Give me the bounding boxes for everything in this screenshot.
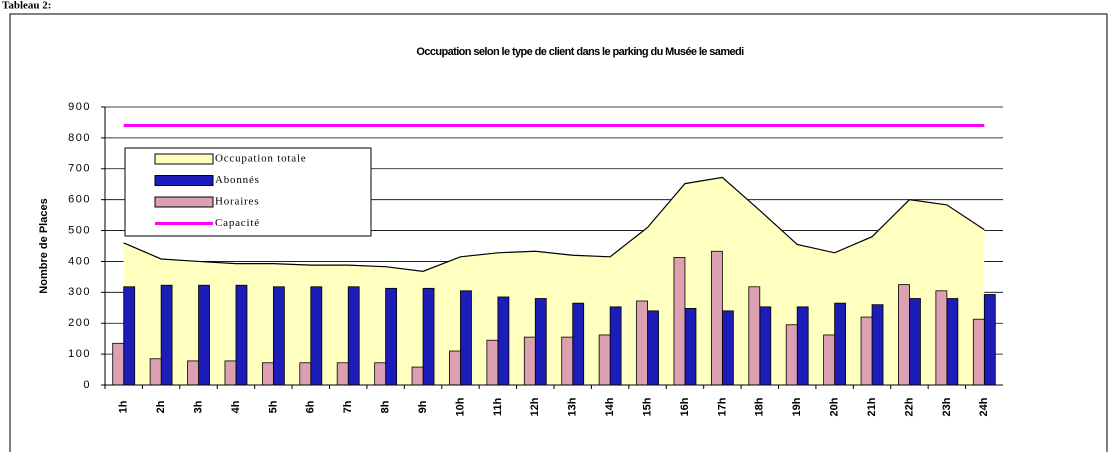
bar bbox=[673, 257, 686, 386]
bar bbox=[347, 286, 360, 386]
x-tick-label: 24h bbox=[978, 397, 990, 416]
bar bbox=[149, 358, 162, 386]
bar bbox=[823, 334, 836, 386]
chart-title: Occupation selon le type de client dans … bbox=[416, 46, 744, 58]
bar bbox=[983, 294, 996, 386]
y-tick-label: 0 bbox=[83, 379, 91, 391]
x-tick-label: 23h bbox=[941, 397, 953, 416]
legend-label: Capacité bbox=[215, 217, 260, 229]
bar bbox=[310, 286, 323, 386]
x-tick-label: 19h bbox=[791, 397, 803, 416]
y-tick-label: 200 bbox=[68, 317, 91, 329]
legend-swatch bbox=[154, 196, 214, 208]
x-tick-label: 9h bbox=[417, 400, 429, 413]
bar bbox=[497, 296, 510, 386]
x-tick-label: 18h bbox=[754, 397, 766, 416]
bar bbox=[561, 336, 574, 386]
bar bbox=[449, 350, 461, 386]
x-tick-label: 14h bbox=[604, 397, 616, 416]
x-tick-label: 7h bbox=[342, 400, 354, 413]
bar bbox=[871, 304, 884, 386]
x-tick-label: 15h bbox=[641, 397, 653, 416]
x-tick-label: 21h bbox=[866, 397, 878, 416]
bar bbox=[187, 360, 199, 386]
bar bbox=[759, 306, 772, 386]
bar bbox=[785, 324, 798, 386]
x-tick-label: 17h bbox=[716, 397, 728, 416]
x-tick-label: 5h bbox=[267, 400, 279, 413]
bar bbox=[336, 362, 349, 386]
bar bbox=[972, 318, 985, 386]
x-tick-label: 11h bbox=[492, 398, 504, 417]
x-tick-label: 2h bbox=[155, 400, 167, 413]
bar bbox=[636, 300, 648, 386]
bar bbox=[374, 362, 387, 386]
bar bbox=[224, 360, 237, 386]
bar bbox=[946, 298, 959, 386]
y-tick-label: 800 bbox=[68, 132, 91, 144]
legend-swatch bbox=[154, 153, 214, 165]
x-tick-label: 6h bbox=[305, 400, 317, 413]
x-tick-label: 8h bbox=[380, 400, 392, 413]
bar bbox=[123, 286, 136, 386]
bar bbox=[411, 366, 424, 386]
x-tick-label: 4h bbox=[230, 400, 242, 413]
bar bbox=[299, 362, 312, 386]
bar bbox=[534, 298, 547, 386]
bar bbox=[112, 342, 125, 386]
bar bbox=[909, 298, 921, 386]
bar bbox=[572, 302, 585, 386]
y-tick-label: 300 bbox=[68, 286, 91, 298]
bar bbox=[422, 287, 435, 386]
y-tick-label: 700 bbox=[68, 163, 91, 175]
bar bbox=[748, 286, 761, 386]
bar bbox=[710, 250, 723, 386]
bar bbox=[261, 362, 274, 386]
bar bbox=[460, 290, 472, 386]
y-tick-label: 600 bbox=[68, 194, 91, 206]
x-tick-label: 10h bbox=[454, 397, 466, 416]
bar bbox=[898, 284, 910, 386]
y-axis-label: Nombre de Places bbox=[38, 198, 50, 293]
y-tick-label: 100 bbox=[68, 348, 91, 360]
bar bbox=[598, 334, 611, 386]
bar bbox=[160, 284, 173, 386]
x-tick-label: 13h bbox=[567, 397, 579, 416]
legend-swatch bbox=[154, 175, 214, 186]
x-tick-label: 3h bbox=[192, 400, 204, 413]
bar bbox=[609, 306, 622, 386]
bar bbox=[235, 284, 248, 386]
y-tick-label: 400 bbox=[68, 255, 91, 267]
legend-label: Abonnés bbox=[215, 174, 260, 186]
x-tick-label: 1h bbox=[118, 400, 130, 413]
bar bbox=[385, 287, 398, 386]
area-outline bbox=[123, 176, 985, 272]
legend-label: Occupation totale bbox=[215, 153, 307, 165]
x-tick-label: 22h bbox=[903, 397, 915, 416]
bar bbox=[860, 316, 873, 386]
y-tick-label: 900 bbox=[68, 101, 91, 113]
bar bbox=[721, 310, 734, 386]
bar bbox=[523, 336, 536, 386]
x-tick-label: 16h bbox=[679, 397, 691, 416]
bar bbox=[272, 286, 285, 386]
bar bbox=[935, 290, 948, 386]
x-tick-label: 12h bbox=[529, 397, 541, 416]
legend-label: Horaires bbox=[215, 196, 259, 208]
bar bbox=[198, 284, 210, 386]
bar bbox=[647, 310, 659, 386]
bar bbox=[684, 307, 697, 386]
bar bbox=[486, 339, 499, 386]
bar bbox=[834, 302, 847, 386]
y-tick-label: 500 bbox=[68, 224, 91, 236]
bar bbox=[796, 306, 809, 386]
x-tick-label: 20h bbox=[829, 397, 841, 416]
heading: Tableau 2: bbox=[2, 0, 51, 12]
